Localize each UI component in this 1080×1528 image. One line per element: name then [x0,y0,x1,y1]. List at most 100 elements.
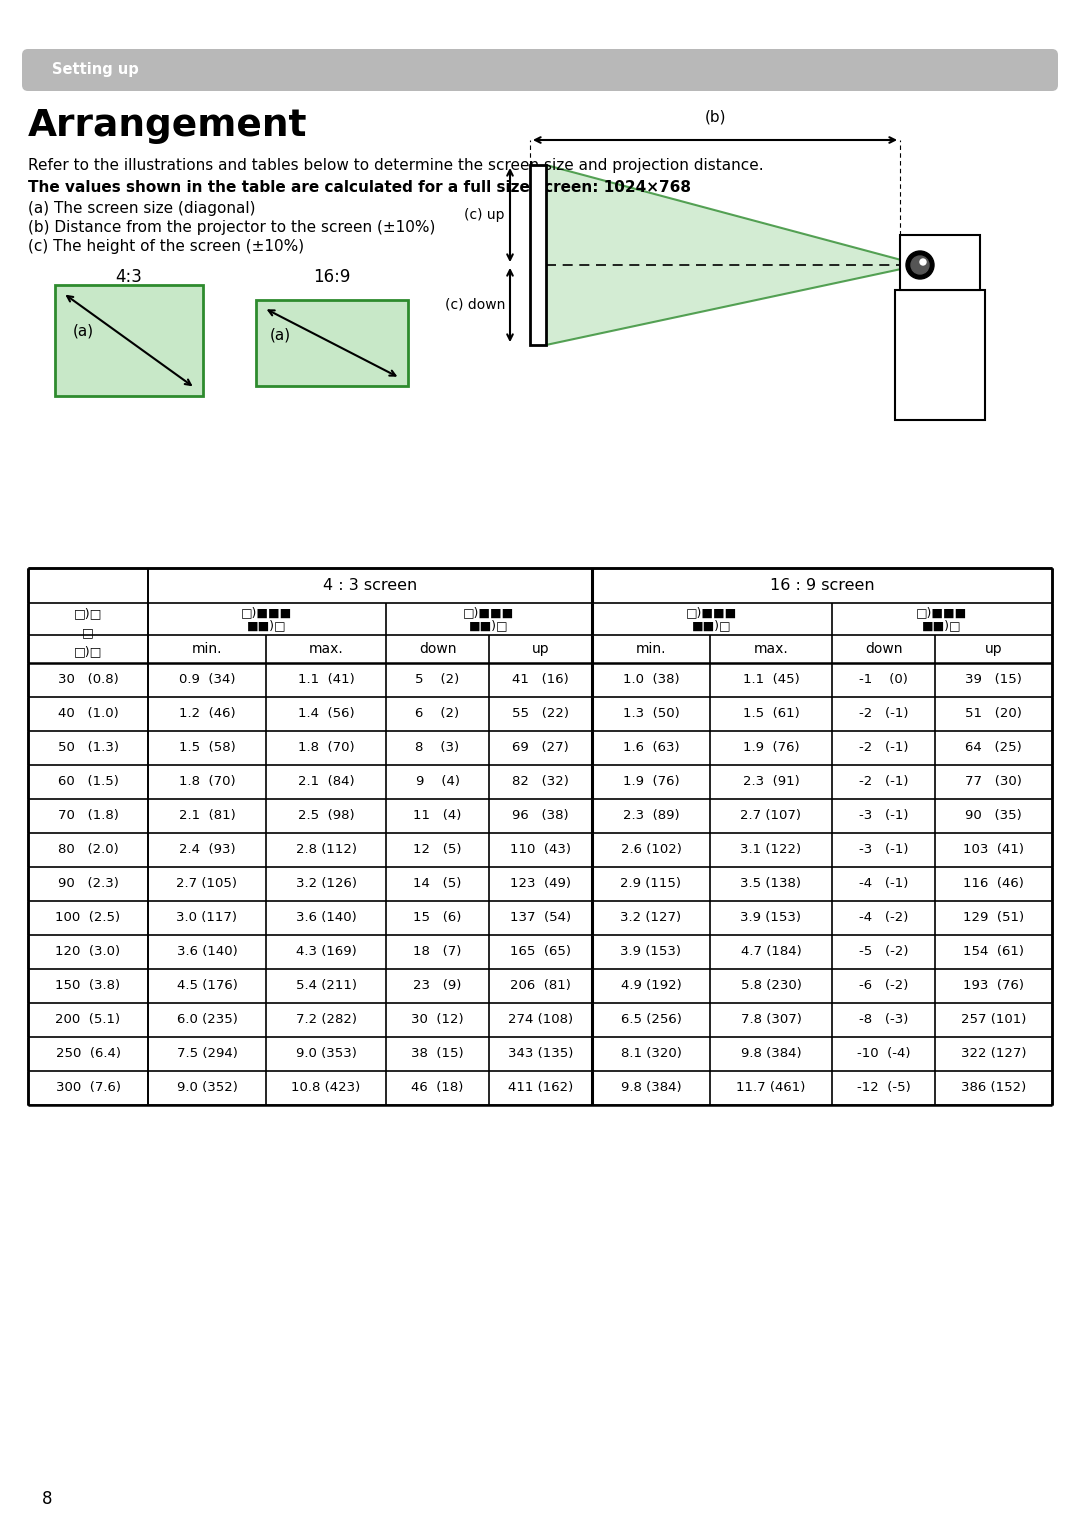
Text: -10  (-4): -10 (-4) [856,1048,910,1060]
Text: 77   (30): 77 (30) [966,776,1022,788]
Text: (c) The height of the screen (±10%): (c) The height of the screen (±10%) [28,238,305,254]
Text: 150  (3.8): 150 (3.8) [55,979,121,993]
Text: 7.5 (294): 7.5 (294) [176,1048,238,1060]
Text: 96   (38): 96 (38) [512,810,569,822]
Text: 4.7 (184): 4.7 (184) [741,946,801,958]
Text: 8    (3): 8 (3) [416,741,460,755]
Text: 3.2 (126): 3.2 (126) [296,877,356,891]
Text: 3.5 (138): 3.5 (138) [741,877,801,891]
Text: 2.4  (93): 2.4 (93) [178,843,235,857]
Text: 4.5 (176): 4.5 (176) [176,979,238,993]
Text: Setting up: Setting up [52,63,138,76]
Text: 1.0  (38): 1.0 (38) [623,674,679,686]
Text: 3.9 (153): 3.9 (153) [741,912,801,924]
Text: 8.1 (320): 8.1 (320) [621,1048,681,1060]
Text: 274 (108): 274 (108) [508,1013,573,1027]
Text: 10.8 (423): 10.8 (423) [292,1082,361,1094]
Text: 2.1  (81): 2.1 (81) [178,810,235,822]
Text: 50   (1.3): 50 (1.3) [57,741,119,755]
Text: 18   (7): 18 (7) [414,946,461,958]
Text: 6.5 (256): 6.5 (256) [621,1013,681,1027]
Text: up: up [985,642,1002,656]
Text: 2.9 (115): 2.9 (115) [621,877,681,891]
Text: 5    (2): 5 (2) [416,674,460,686]
Text: ■■)□: ■■)□ [692,619,732,633]
Text: 5.8 (230): 5.8 (230) [741,979,801,993]
Text: -2   (-1): -2 (-1) [859,707,908,721]
Text: down: down [865,642,902,656]
Text: □)■■■: □)■■■ [916,607,968,620]
Text: down: down [419,642,456,656]
Bar [530,165,546,345]
Polygon shape [546,165,920,345]
Text: 46  (18): 46 (18) [411,1082,463,1094]
Text: -5   (-2): -5 (-2) [859,946,908,958]
Text: 55   (22): 55 (22) [512,707,569,721]
Text: 60   (1.5): 60 (1.5) [57,776,119,788]
Text: The values shown in the table are calculated for a full size screen: 1024×768: The values shown in the table are calcul… [28,180,691,196]
Text: 9.0 (353): 9.0 (353) [296,1048,356,1060]
Text: 250  (6.4): 250 (6.4) [55,1048,121,1060]
Text: 411 (162): 411 (162) [508,1082,573,1094]
Text: 82   (32): 82 (32) [512,776,569,788]
Text: 193  (76): 193 (76) [963,979,1024,993]
Text: 3.0 (117): 3.0 (117) [176,912,238,924]
Text: 257 (101): 257 (101) [961,1013,1026,1027]
Text: 4 : 3 screen: 4 : 3 screen [323,578,417,593]
Text: 38  (15): 38 (15) [411,1048,463,1060]
Text: 69   (27): 69 (27) [512,741,569,755]
Text: 1.9  (76): 1.9 (76) [623,776,679,788]
Text: 4.3 (169): 4.3 (169) [296,946,356,958]
Text: (c) up: (c) up [464,208,505,222]
Text: 322 (127): 322 (127) [961,1048,1026,1060]
Text: up: up [531,642,550,656]
Text: 70   (1.8): 70 (1.8) [57,810,119,822]
Text: 11.7 (461): 11.7 (461) [737,1082,806,1094]
Text: 2.6 (102): 2.6 (102) [621,843,681,857]
Text: 100  (2.5): 100 (2.5) [55,912,121,924]
Text: Arrangement: Arrangement [28,108,308,144]
Text: -4   (-2): -4 (-2) [859,912,908,924]
Text: 116  (46): 116 (46) [963,877,1024,891]
Text: 9.8 (384): 9.8 (384) [621,1082,681,1094]
Text: (a): (a) [270,329,292,342]
Text: 2.3  (91): 2.3 (91) [743,776,799,788]
Text: 1.3  (50): 1.3 (50) [623,707,679,721]
Text: 90   (2.3): 90 (2.3) [57,877,119,891]
Text: 9.8 (384): 9.8 (384) [741,1048,801,1060]
Text: -8   (-3): -8 (-3) [859,1013,908,1027]
Text: 206  (81): 206 (81) [510,979,571,993]
Text: -1    (0): -1 (0) [859,674,908,686]
Text: 137  (54): 137 (54) [510,912,571,924]
Text: 4.9 (192): 4.9 (192) [621,979,681,993]
Text: min.: min. [636,642,666,656]
Circle shape [920,260,926,264]
FancyBboxPatch shape [22,49,1058,92]
Text: 11   (4): 11 (4) [414,810,461,822]
Text: 3.9 (153): 3.9 (153) [621,946,681,958]
Text: 9    (4): 9 (4) [416,776,459,788]
Text: 386 (152): 386 (152) [961,1082,1026,1094]
Bar [900,235,980,290]
Text: ■■)□: ■■)□ [469,619,509,633]
Text: max.: max. [309,642,343,656]
Text: 343 (135): 343 (135) [508,1048,573,1060]
Text: 1.8  (70): 1.8 (70) [298,741,354,755]
Text: 2.1  (84): 2.1 (84) [298,776,354,788]
Text: 2.7 (105): 2.7 (105) [176,877,238,891]
Text: 2.5  (98): 2.5 (98) [298,810,354,822]
Text: 9.0 (352): 9.0 (352) [176,1082,238,1094]
Text: -4   (-1): -4 (-1) [859,877,908,891]
Text: 6    (2): 6 (2) [416,707,460,721]
Text: 0.9  (34): 0.9 (34) [179,674,235,686]
Text: 1.1  (45): 1.1 (45) [743,674,799,686]
Text: min.: min. [192,642,222,656]
Text: 51   (20): 51 (20) [966,707,1022,721]
Text: -3   (-1): -3 (-1) [859,810,908,822]
Text: (c) down: (c) down [445,298,505,312]
Text: 16:9: 16:9 [313,267,351,286]
Text: 2.7 (107): 2.7 (107) [741,810,801,822]
Text: 41   (16): 41 (16) [512,674,569,686]
Text: 1.4  (56): 1.4 (56) [298,707,354,721]
Text: 4:3: 4:3 [116,267,143,286]
